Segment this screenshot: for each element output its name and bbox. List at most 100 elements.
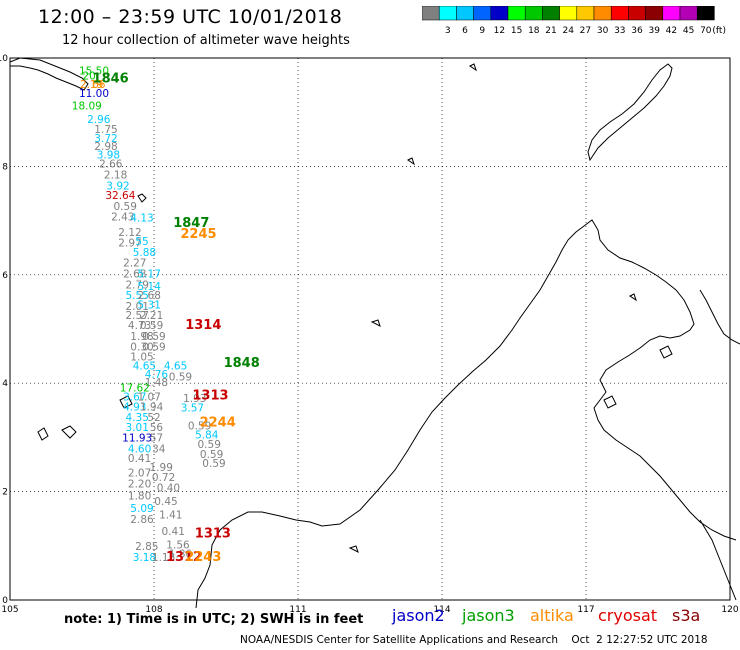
swh-observation: 2.79 bbox=[126, 279, 149, 291]
swh-observation: 4.60 bbox=[128, 444, 151, 456]
swh-observation: 0.59 bbox=[142, 342, 165, 354]
island-tambelan bbox=[37, 427, 49, 441]
y-tick-label: 10 bbox=[0, 54, 8, 64]
swh-observation: 2.57 bbox=[126, 310, 149, 322]
swh-observation: 1.48 bbox=[145, 377, 168, 389]
swh-observation: 2.96 bbox=[87, 114, 111, 126]
swh-observation: 3.57 bbox=[181, 402, 204, 414]
legend-jason3: jason3 bbox=[462, 606, 515, 625]
swh-observation: 2.43 bbox=[111, 212, 134, 224]
swh-observation: 2.01 bbox=[126, 301, 149, 313]
swh-observation: 2.27 bbox=[123, 258, 146, 270]
swh-observation: 3.92 bbox=[106, 181, 129, 193]
swh-observation: 0.72 bbox=[152, 472, 175, 484]
swh-observation: 2.18 bbox=[104, 169, 127, 181]
colorbar-label: 6 bbox=[462, 26, 468, 36]
swh-observation: 3.72 bbox=[94, 133, 117, 145]
legend-s3a: s3a bbox=[672, 606, 701, 625]
pass-time-label: 2244 bbox=[200, 416, 236, 431]
x-tick-label: 111 bbox=[289, 605, 306, 615]
coastline-borneo bbox=[195, 219, 737, 609]
swh-observation: 1.99 bbox=[150, 462, 173, 474]
page-title: 12:00 – 23:59 UTC 10/01/2018 bbox=[38, 6, 343, 28]
colorbar-label: 27 bbox=[580, 26, 591, 36]
coastline-sulawesi bbox=[699, 519, 737, 601]
colorbar-label: 12 bbox=[494, 26, 505, 36]
coastline-mindanao bbox=[699, 289, 740, 345]
swh-observation: 2.12 bbox=[118, 227, 141, 239]
swh-observation: 5.17 bbox=[138, 269, 161, 281]
legend-altika: altika bbox=[530, 606, 574, 625]
footer-credit: NOAA/NESDIS Center for Satellite Applica… bbox=[240, 634, 708, 646]
swh-observation: 18.09 bbox=[72, 100, 102, 112]
swh-observation: 0.30 bbox=[130, 342, 153, 354]
coastline-vietnam bbox=[9, 57, 89, 91]
swh-observation: 3.98 bbox=[97, 149, 120, 161]
swh-observation: 2.66 bbox=[99, 158, 123, 170]
island-reef-1 bbox=[469, 63, 477, 72]
colorbar: 3 6 9 12 15 18 21 24 27 30 33 36 39 42 45 70 (ft) bbox=[422, 6, 726, 36]
swh-observation: 0.59 bbox=[198, 439, 221, 451]
map-grid bbox=[9, 57, 731, 601]
swh-observation: 52 bbox=[147, 412, 160, 424]
island-sulu-3 bbox=[348, 545, 359, 553]
swh-observation: 1.80 bbox=[128, 491, 151, 503]
swh-observation: 1.93 bbox=[183, 393, 206, 405]
swh-observation: 17.62 bbox=[120, 382, 150, 394]
swh-observation: 4.65 bbox=[164, 361, 187, 373]
swh-observation: 3.67 bbox=[123, 392, 146, 404]
swh-observation: 2.68 bbox=[138, 290, 161, 302]
colorbar-label: 39 bbox=[648, 26, 660, 36]
swh-observation: 5.88 bbox=[133, 247, 156, 259]
page-subtitle: 12 hour collection of altimeter wave hei… bbox=[62, 33, 350, 48]
swh-observation: 1.94 bbox=[140, 401, 164, 413]
swh-observation: 5.84 bbox=[195, 429, 219, 441]
colorbar-label: 30 bbox=[597, 26, 609, 36]
colorbar-label: 45 bbox=[683, 26, 694, 36]
y-tick-label: 8 bbox=[2, 162, 8, 172]
y-tick-label: 2 bbox=[2, 488, 8, 498]
colorbar-label: 70 bbox=[700, 26, 712, 36]
pass-time-label: 1848 bbox=[224, 356, 260, 371]
colorbar-label: 9 bbox=[479, 26, 485, 36]
swh-observation: 0.59 bbox=[169, 371, 192, 383]
x-tick-label: 114 bbox=[433, 605, 450, 615]
coastline bbox=[9, 57, 740, 609]
swh-observation: 2.68 bbox=[123, 269, 146, 281]
swh-observation: 1.98 bbox=[130, 331, 153, 343]
swh-observation: 2.21 bbox=[140, 310, 163, 322]
swh-observation: 3.01 bbox=[126, 422, 149, 434]
x-tick-label: 117 bbox=[577, 605, 594, 615]
axis-labels: 105 108 111 114 117 120 0 2 4 6 8 10 bbox=[0, 54, 739, 615]
swh-observation: 2.19 bbox=[80, 79, 103, 91]
colorbar-label: 3 bbox=[445, 26, 451, 36]
colorbar-label: 21 bbox=[545, 26, 556, 36]
coastline-palawan bbox=[587, 63, 673, 162]
swh-observation: 4.13 bbox=[130, 213, 153, 225]
swh-observation: 57 bbox=[150, 433, 163, 445]
x-tick-label: 120 bbox=[721, 605, 738, 615]
colorbar-label: 18 bbox=[528, 26, 540, 36]
swh-observation: 4.76 bbox=[145, 369, 169, 381]
swh-observation: 0.41 bbox=[162, 526, 185, 538]
swh-observation: 0.59 bbox=[200, 449, 223, 461]
swh-observation: 4.93 bbox=[123, 401, 146, 413]
swh-observation: 2.86 bbox=[130, 514, 154, 526]
island-reef-2 bbox=[407, 157, 415, 166]
swh-observation: 34 bbox=[152, 444, 166, 456]
swh-observation: 2.97 bbox=[118, 238, 141, 250]
y-tick-label: 6 bbox=[2, 271, 8, 281]
swh-observation: 1.75 bbox=[94, 124, 117, 136]
swh-observation: 0.41 bbox=[128, 453, 151, 465]
colorbar-label: 36 bbox=[631, 26, 643, 36]
swh-observation: 0.59 bbox=[114, 201, 137, 213]
pass-time-label: 1312 bbox=[166, 550, 202, 565]
pass-time-label: 1846 bbox=[93, 71, 129, 86]
swh-observation: 3.18 bbox=[133, 552, 156, 564]
swh-observation: 0.59 bbox=[142, 331, 165, 343]
x-tick-label: 105 bbox=[1, 605, 18, 615]
swh-observation: 1.41 bbox=[159, 510, 182, 522]
swh-observation: 5.55 bbox=[126, 290, 149, 302]
pass-time-label: 1313 bbox=[195, 527, 231, 542]
